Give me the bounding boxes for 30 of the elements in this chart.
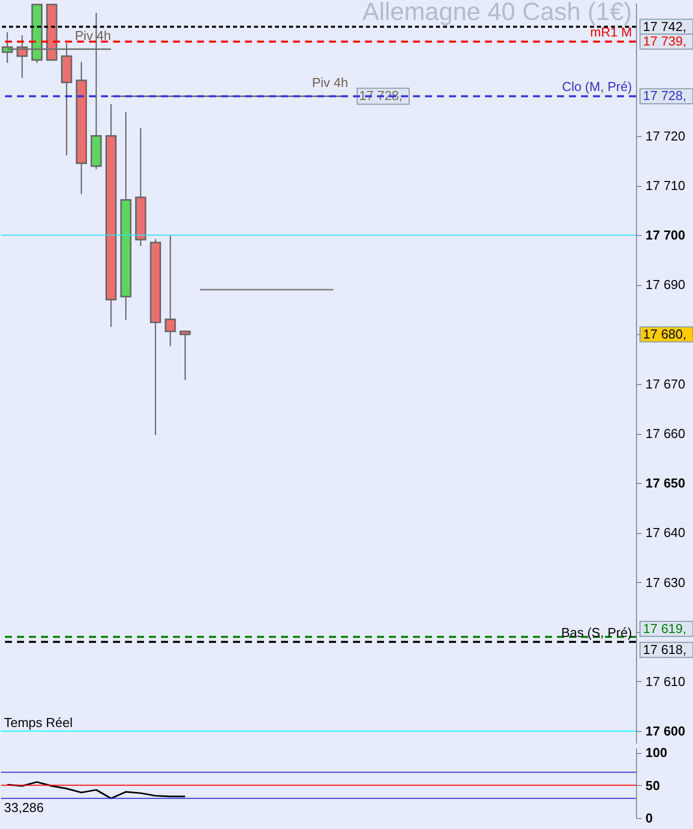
y-tick-label: 17 630 — [646, 574, 686, 590]
annotation: Bas (S, Pré) — [561, 624, 632, 640]
y-tick-label: 17 600 — [646, 724, 686, 739]
ref-line-label: 17 618, — [643, 642, 686, 657]
y-tick-label: 17 660 — [646, 426, 686, 442]
line-series — [6, 781, 186, 800]
series-label: Piv 4h — [312, 75, 348, 90]
y-tick-label: 17 610 — [646, 674, 686, 689]
y-tick-label: 17 640 — [646, 525, 686, 540]
ref-line-label: 17 742, — [643, 18, 686, 34]
y-tick-label: 100 — [646, 745, 668, 760]
y-tick-label: 17 650 — [646, 476, 686, 491]
y-tick-label: 17 720 — [646, 128, 686, 144]
y-tick-label: 0 — [646, 810, 653, 826]
ref-line-label: 17 619, — [643, 620, 686, 636]
y-tick-label: 17 700 — [646, 228, 686, 243]
annotation: mR1 M — [590, 24, 632, 40]
y-tick-label: 50 — [646, 778, 660, 793]
y-tick-label: 17 690 — [646, 277, 686, 292]
series-label: Piv 4h — [74, 28, 112, 44]
text: 17 680, — [643, 326, 686, 342]
y-tick-label: 17 670 — [646, 376, 686, 392]
candlestick — [180, 330, 191, 381]
candlestick — [164, 235, 176, 347]
y-tick-label: 17 710 — [646, 178, 686, 194]
annotation: Temps Réel — [4, 715, 73, 730]
annotation: Clo (M, Pré) — [562, 79, 632, 94]
ref-line-label: 17 728, — [643, 88, 686, 104]
annotation: 33,286 — [4, 800, 44, 815]
ref-line-label: 17 739, — [643, 34, 686, 49]
